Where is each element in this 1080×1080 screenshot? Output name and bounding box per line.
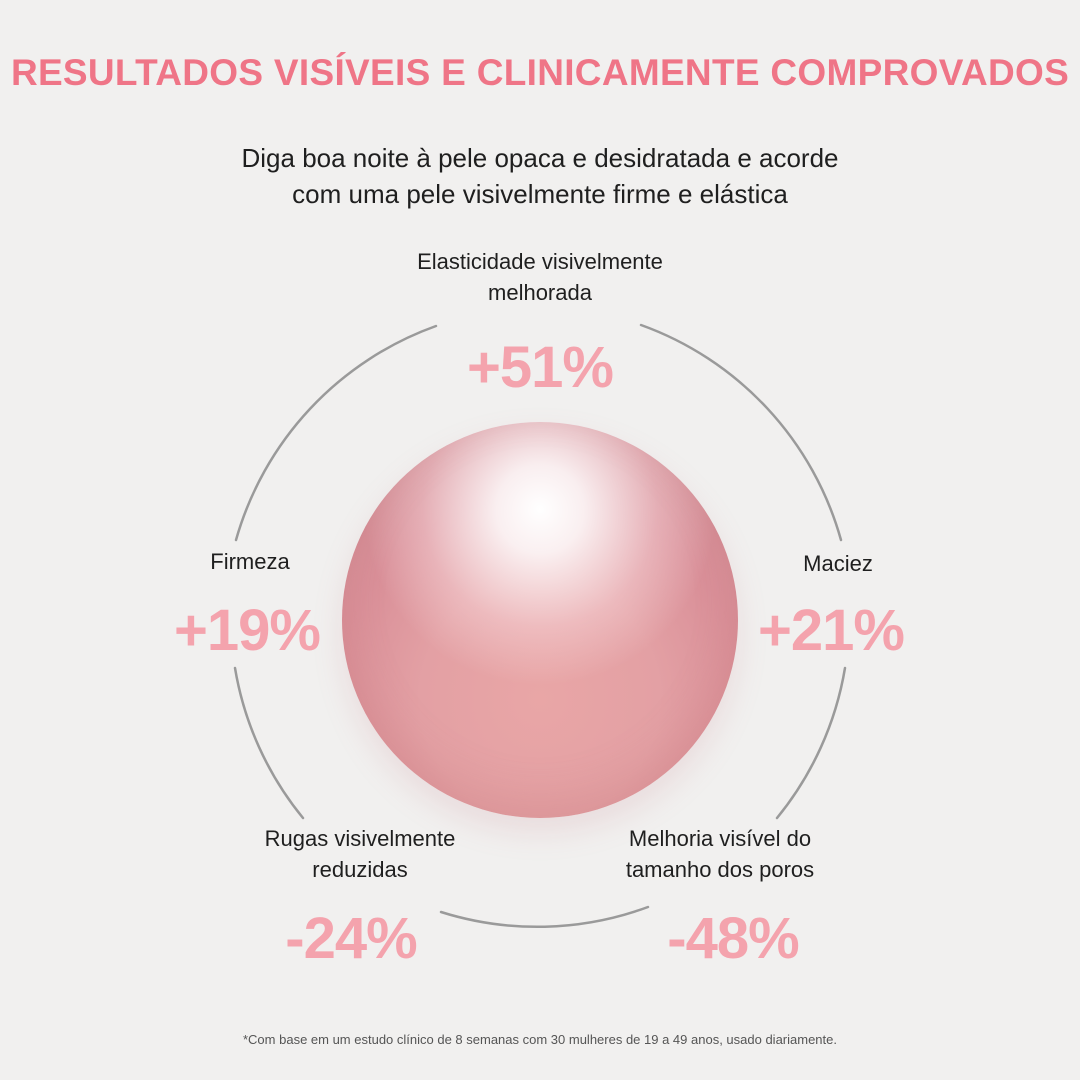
arc-top-left xyxy=(234,324,438,542)
pores-label-line-1: Melhoria visível do xyxy=(628,826,812,851)
softness-value: +21% xyxy=(758,598,905,663)
firmness-value: +19% xyxy=(174,598,321,663)
arc-bottom xyxy=(439,905,650,929)
wrinkles-value: -24% xyxy=(285,906,417,971)
arc-left-bottom xyxy=(233,666,305,820)
arc-top-right xyxy=(639,323,843,542)
firmness-label: Firmeza xyxy=(210,549,290,574)
wrinkles-label-line-2: reduzidas xyxy=(312,857,408,882)
wrinkles-label: Rugas visivelmente reduzidas xyxy=(210,823,510,885)
wrinkles-label-line-1: Rugas visivelmente xyxy=(264,826,456,851)
subtitle-line-1: Diga boa noite à pele opaca e desidratad… xyxy=(241,143,839,173)
elasticity-label-line-2: melhorada xyxy=(488,280,592,305)
page-subtitle: Diga boa noite à pele opaca e desidratad… xyxy=(140,140,940,212)
page-title: RESULTADOS VISÍVEIS E CLINICAMENTE COMPR… xyxy=(10,52,1070,93)
arc-right-bottom xyxy=(775,666,847,820)
elasticity-value: +51% xyxy=(467,335,614,400)
softness-label: Maciez xyxy=(803,551,873,576)
elasticity-label-line-1: Elasticidade visivelmente xyxy=(417,249,663,274)
pores-label: Melhoria visível do tamanho dos poros xyxy=(570,823,870,885)
elasticity-label: Elasticidade visivelmente melhorada xyxy=(340,246,740,308)
subtitle-line-2: com uma pele visivelmente firme e elásti… xyxy=(292,179,788,209)
pores-value: -48% xyxy=(667,906,799,971)
pearl-sphere xyxy=(342,422,738,818)
pores-label-line-2: tamanho dos poros xyxy=(625,857,815,882)
footnote: *Com base em um estudo clínico de 8 sema… xyxy=(242,1032,837,1047)
